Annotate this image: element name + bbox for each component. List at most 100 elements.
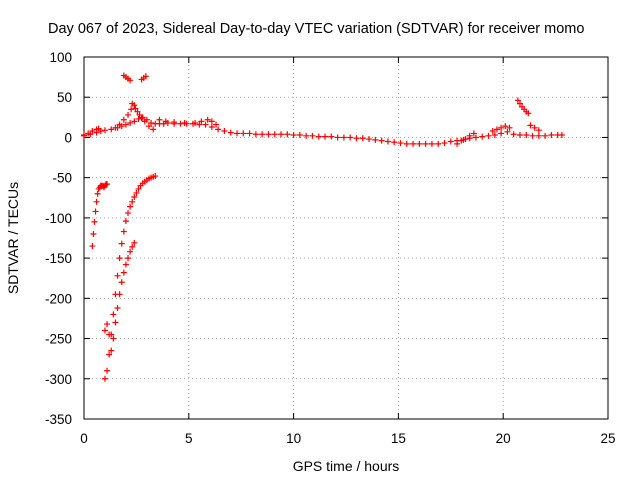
series-steep-left <box>89 181 111 250</box>
data-points <box>81 72 565 382</box>
y-tick-label: -350 <box>45 412 72 427</box>
data-point <box>284 131 291 138</box>
data-point <box>127 119 134 126</box>
data-point <box>234 130 241 137</box>
y-tick-label: -250 <box>45 332 72 347</box>
data-point <box>131 239 138 246</box>
data-point <box>116 291 123 298</box>
data-point <box>472 134 479 141</box>
data-point <box>489 128 496 135</box>
data-point <box>171 119 178 126</box>
data-point <box>135 115 142 122</box>
data-point <box>114 272 121 279</box>
data-point <box>466 132 473 139</box>
data-point <box>120 116 127 123</box>
data-point <box>110 311 117 318</box>
plot-frame <box>83 56 609 420</box>
data-point <box>133 189 140 196</box>
data-point <box>135 185 142 192</box>
series-start-bump <box>81 125 102 139</box>
data-point <box>131 102 138 109</box>
data-point <box>114 304 121 311</box>
y-axis-title: SDTVAR / TECUs <box>5 182 21 294</box>
data-point <box>104 367 111 374</box>
x-tick-label: 15 <box>391 431 406 446</box>
data-point <box>504 128 511 135</box>
data-point <box>328 133 335 140</box>
series-late-spikes <box>454 97 542 147</box>
data-point <box>142 73 149 80</box>
data-point <box>290 132 297 139</box>
data-point <box>527 122 534 129</box>
data-point <box>148 119 155 126</box>
y-tick-label: 100 <box>49 50 72 65</box>
data-point <box>108 347 115 354</box>
data-point <box>118 279 125 286</box>
data-point <box>125 111 132 118</box>
x-tick-labels: 0 5 10 15 20 25 <box>80 431 615 446</box>
data-point <box>131 118 138 125</box>
data-point <box>359 135 366 142</box>
data-point <box>196 121 203 128</box>
data-point <box>315 133 322 140</box>
data-point <box>127 248 134 255</box>
data-point <box>120 269 127 276</box>
data-point <box>309 132 316 139</box>
data-point <box>177 120 184 127</box>
data-point <box>104 181 111 188</box>
data-point <box>441 140 448 147</box>
data-point <box>156 116 163 123</box>
data-point <box>95 125 102 132</box>
data-point <box>213 121 220 128</box>
x-tick-label: 0 <box>80 431 88 446</box>
x-axis-title: GPS time / hours <box>293 458 400 474</box>
data-point <box>410 140 417 147</box>
data-point <box>535 127 542 134</box>
data-point <box>136 111 143 118</box>
data-point <box>106 331 113 338</box>
data-point <box>485 132 492 139</box>
data-point <box>470 130 477 137</box>
data-point <box>108 126 115 133</box>
data-point <box>259 131 266 138</box>
y-tick-label: -200 <box>45 291 72 306</box>
data-point <box>334 134 341 141</box>
data-point <box>391 139 398 146</box>
data-point <box>150 126 157 133</box>
data-point <box>221 128 228 135</box>
data-point <box>91 218 98 225</box>
data-point <box>454 140 461 147</box>
data-point <box>106 351 113 358</box>
data-point <box>208 123 215 130</box>
data-point <box>403 140 410 147</box>
data-point <box>516 100 523 107</box>
data-point <box>129 198 136 205</box>
data-point <box>428 140 435 147</box>
data-point <box>116 121 123 128</box>
data-point <box>548 132 555 139</box>
data-point <box>118 240 125 247</box>
series-mid-arc <box>156 116 220 128</box>
series-upper-arc <box>112 72 157 133</box>
data-point <box>491 132 498 139</box>
data-point <box>246 130 253 137</box>
data-point <box>127 203 134 210</box>
data-point <box>215 126 222 133</box>
data-point <box>531 124 538 131</box>
data-point <box>101 375 108 382</box>
data-point <box>92 208 99 215</box>
x-tick-label: 10 <box>286 431 301 446</box>
data-point <box>125 255 132 262</box>
data-point <box>435 140 442 147</box>
data-point <box>447 138 454 145</box>
data-point <box>89 243 96 250</box>
y-tick-label: -50 <box>52 171 72 186</box>
chart-title: Day 067 of 2023, Sidereal Day-to-day VTE… <box>48 21 584 37</box>
data-point <box>378 137 385 144</box>
data-point <box>122 218 129 225</box>
data-point <box>139 114 146 121</box>
data-point <box>353 135 360 142</box>
data-point <box>479 133 486 140</box>
data-point <box>131 193 138 200</box>
data-point <box>516 132 523 139</box>
